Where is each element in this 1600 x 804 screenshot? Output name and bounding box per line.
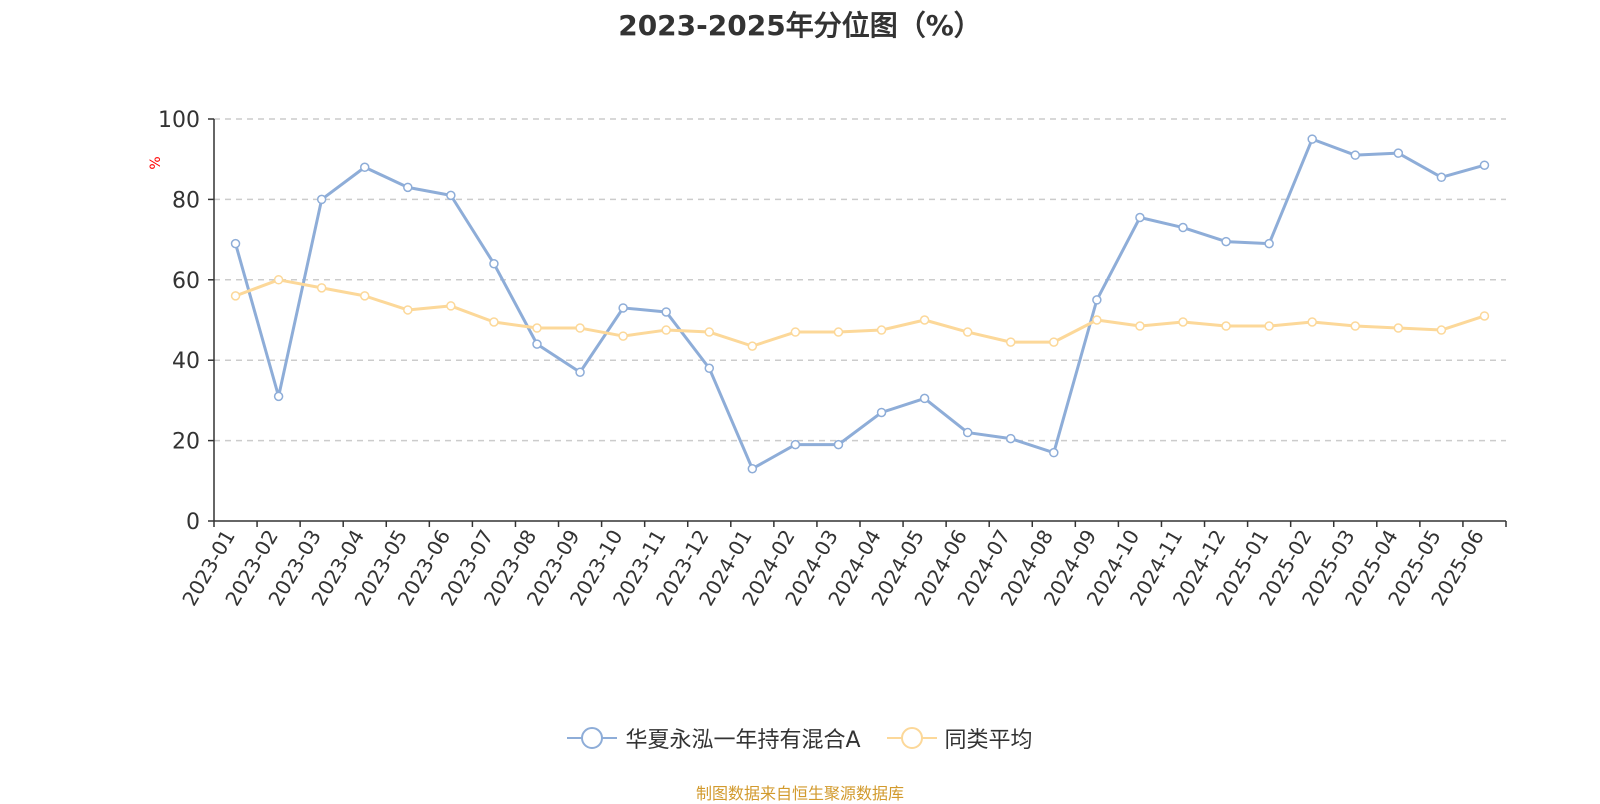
y-tick-label: 40 [172,349,200,374]
data-point [316,194,327,205]
y-tick-label: 0 [186,510,200,535]
legend: 华夏永泓一年持有混合A 同类平均 [0,722,1600,754]
legend-item-series-1[interactable]: 同类平均 [886,722,1033,754]
axes: 0204060801002023-012023-022023-032023-04… [158,108,1507,610]
data-point [446,301,456,311]
chart-title: 2023-2025年分位图（%） [618,9,982,42]
data-point [1135,212,1145,223]
data-point [1479,160,1490,170]
data-point [1005,433,1016,444]
data-point [704,327,715,337]
data-point [661,325,671,335]
data-point [790,439,801,450]
data-point [962,427,973,438]
data-point [919,315,930,325]
data-point [1264,321,1274,331]
data-point [1221,236,1231,247]
data-point [575,323,585,333]
data-point [403,182,413,193]
data-point [833,327,844,337]
data-point [1393,148,1404,158]
data-point [704,363,715,373]
data-point [1049,447,1059,458]
series-line [235,278,1485,348]
data-point [1350,321,1361,331]
data-point [1049,337,1059,347]
data-point [1350,150,1361,160]
data-point [532,339,542,349]
data-point [618,303,628,313]
grid-lines [214,118,1506,442]
series-layer [230,134,1490,474]
data-point [1307,317,1317,327]
data-point [316,283,327,293]
data-point [273,391,284,402]
data-point [876,325,887,335]
data-point [446,190,456,201]
y-axis-label: % [148,156,164,169]
data-point [833,439,844,450]
source-note: 制图数据来自恒生聚源数据库 [695,784,904,803]
data-point [575,367,585,378]
y-tick-label: 60 [172,269,200,294]
data-point [1005,337,1016,347]
series-1 [230,275,1490,351]
data-point [1221,321,1231,331]
data-point [1092,315,1102,325]
data-point [919,393,930,404]
data-point [876,407,887,418]
data-point [403,305,413,315]
y-tick-label: 100 [158,108,200,133]
data-point [1393,323,1404,333]
data-point [1135,321,1145,331]
data-point [489,317,499,327]
series-line [234,137,1485,471]
legend-label: 同类平均 [944,728,1033,753]
data-point [747,341,758,351]
data-point [1479,311,1490,321]
legend-marker-icon [567,727,618,749]
legend-label: 华夏永泓一年持有混合A [625,728,861,753]
data-point [532,323,542,333]
data-point [1264,238,1274,249]
data-point [1436,172,1447,183]
data-point [230,291,241,301]
data-point [359,162,370,172]
data-point [747,463,758,474]
data-point [1436,325,1447,335]
data-point [661,307,671,317]
data-point [489,258,499,269]
series-0 [230,134,1490,474]
data-point [359,291,370,301]
data-point [618,331,628,341]
data-point [1307,134,1317,144]
data-point [1178,317,1188,327]
y-tick-label: 20 [172,430,200,455]
data-point [273,275,284,285]
legend-marker-icon [886,727,937,749]
data-point [1178,222,1188,233]
data-point [1092,295,1102,305]
data-point [962,327,973,337]
legend-item-series-0[interactable]: 华夏永泓一年持有混合A [567,722,861,754]
y-tick-label: 80 [172,188,200,213]
data-point [790,327,801,337]
data-point [230,238,241,249]
